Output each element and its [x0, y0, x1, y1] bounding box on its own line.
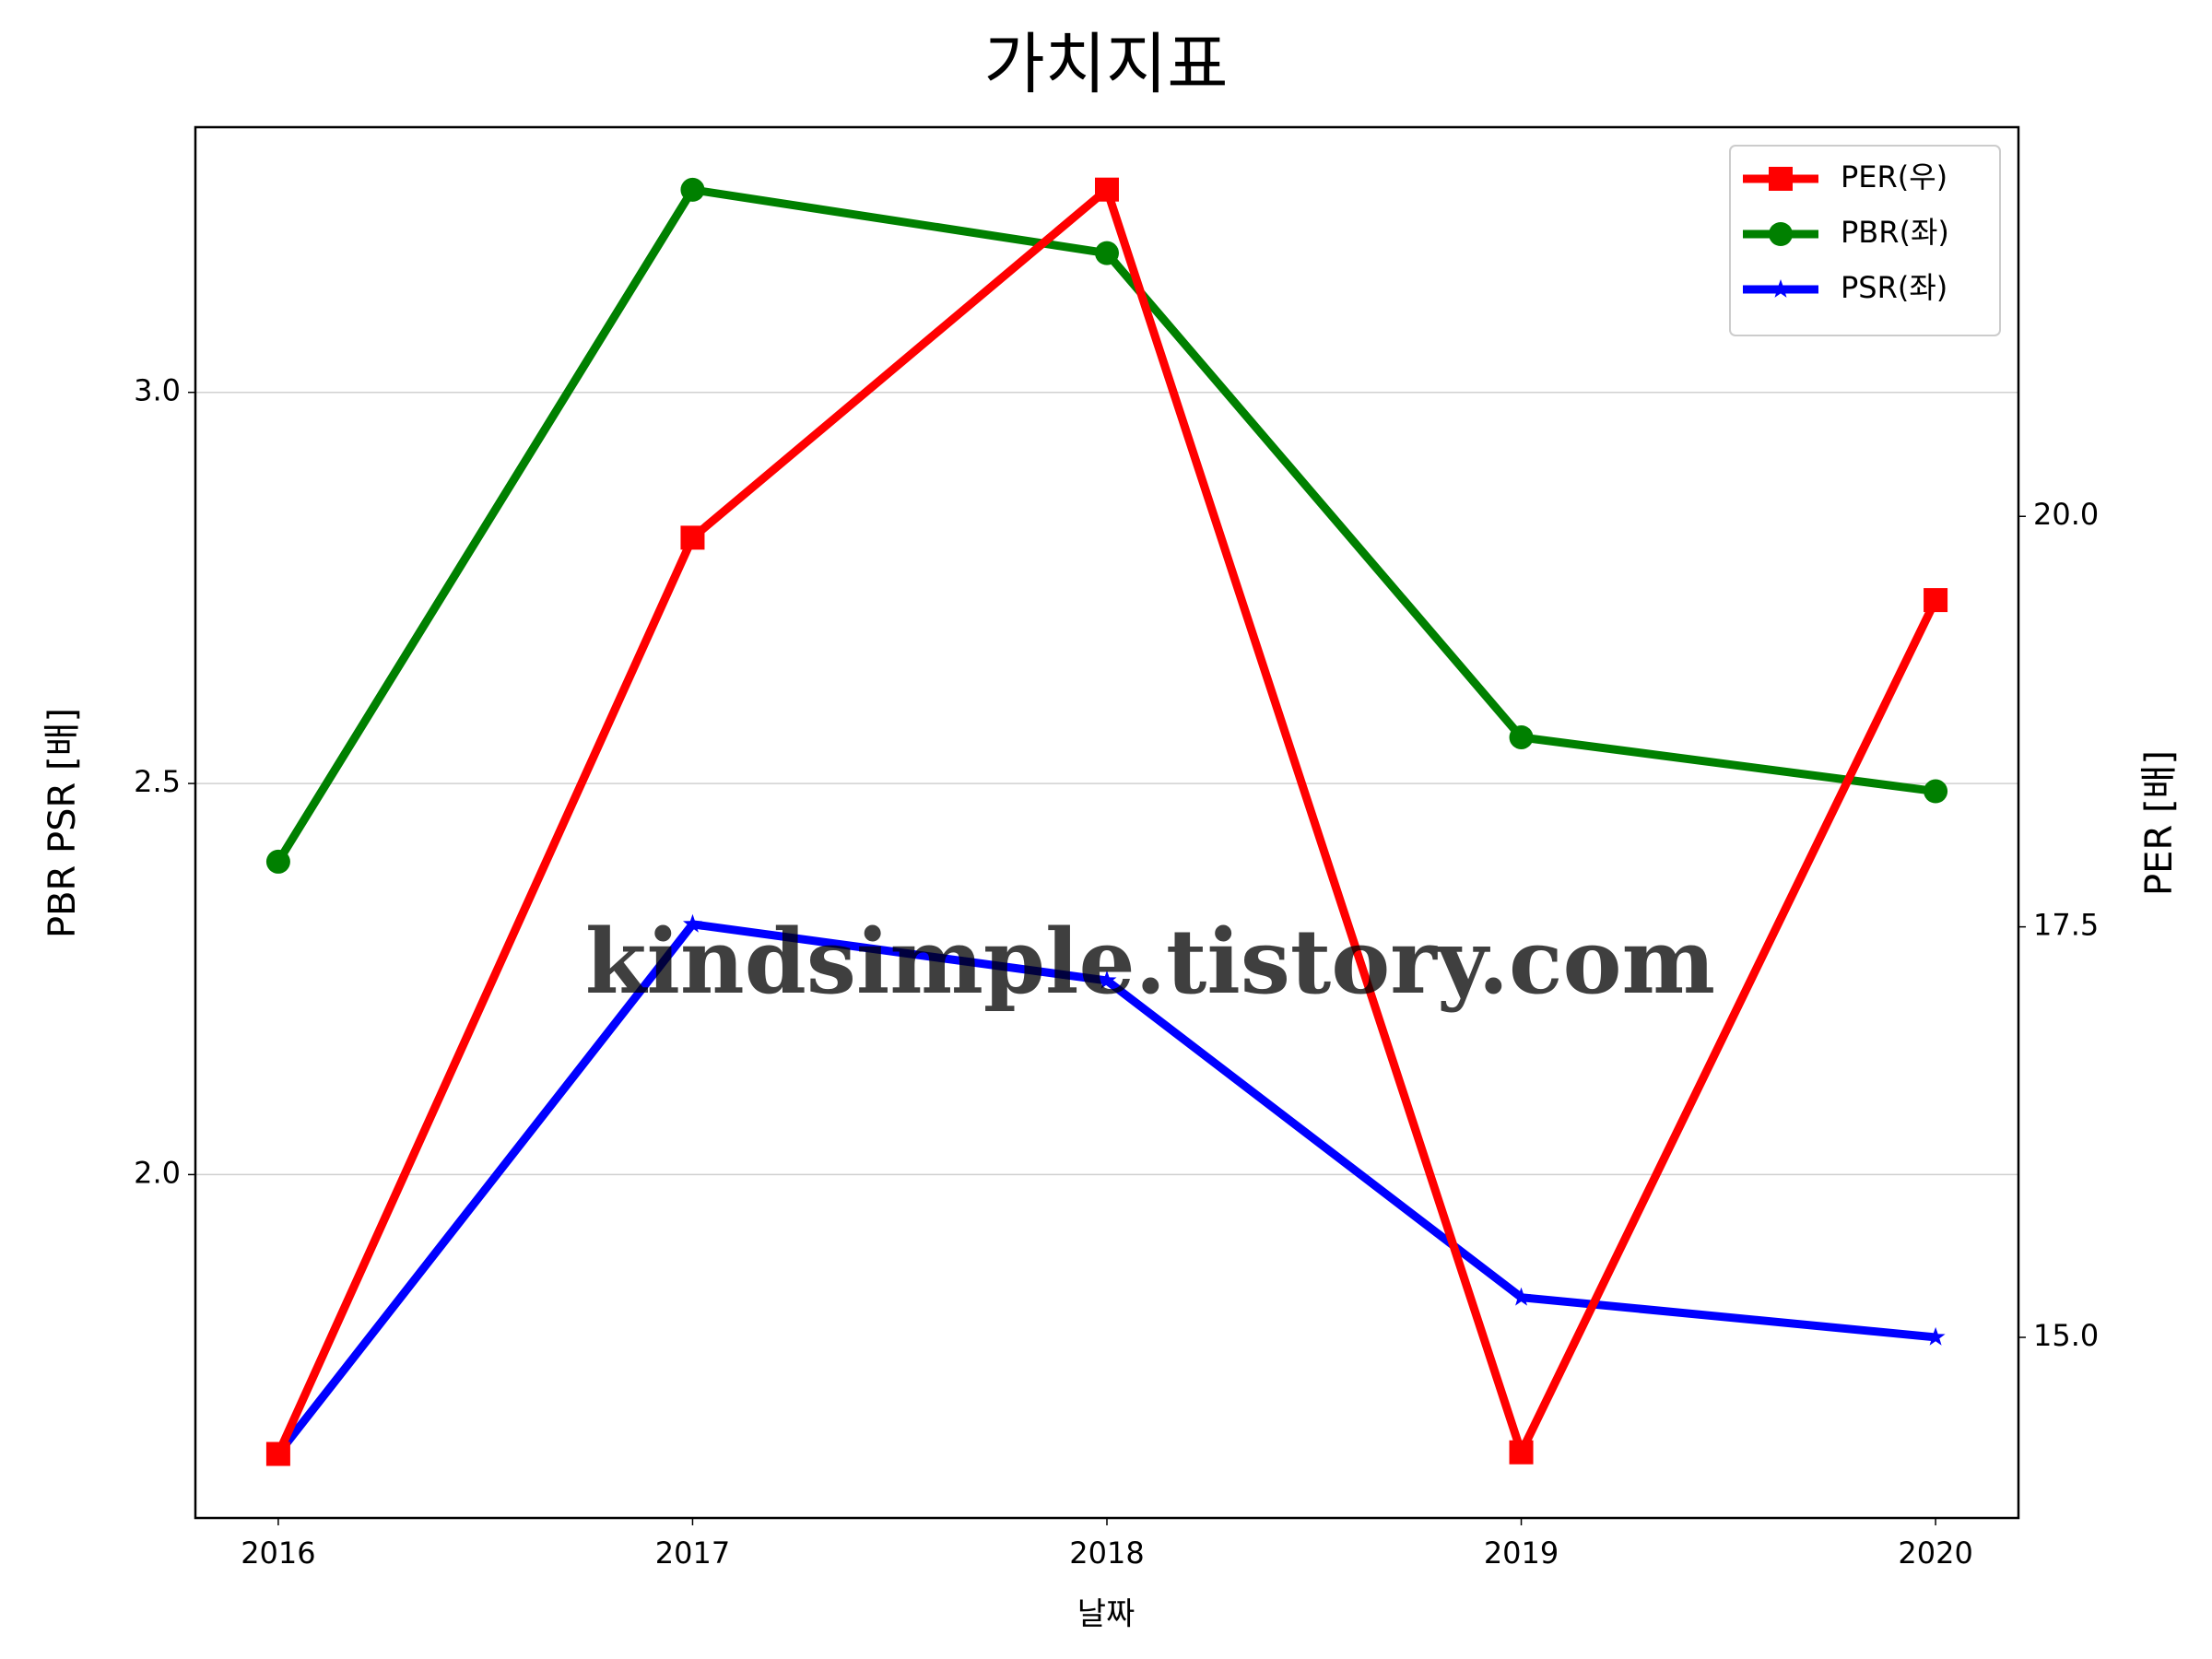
marker [1509, 1440, 1534, 1465]
legend-label: PSR(좌) [1841, 270, 1947, 305]
marker [265, 849, 290, 874]
y-axis-label: PBR PSR [배] [41, 708, 84, 938]
legend-label: PBR(좌) [1841, 215, 1949, 250]
y2-axis-label: PER [배] [2138, 750, 2181, 896]
x-tick-label: 2020 [1898, 1535, 1972, 1571]
marker [1925, 1326, 1946, 1346]
marker [680, 177, 705, 202]
marker [1512, 1287, 1531, 1306]
x-tick-label: 2017 [655, 1535, 730, 1571]
marker [1924, 779, 1948, 804]
legend-label: PER(우) [1841, 159, 1947, 194]
y2-tick-label: 17.5 [2033, 908, 2099, 943]
plot-frame [194, 125, 2020, 1520]
legend: PER(우) PBR(좌) PSR(좌) [1729, 145, 2001, 336]
marker [1924, 588, 1948, 613]
y-tick-label: 2.5 [134, 764, 181, 799]
y-tick-label: 2.0 [134, 1155, 181, 1190]
y-tick-label: 3.0 [134, 373, 181, 408]
x-tick-label: 2019 [1484, 1535, 1559, 1571]
marker [1509, 724, 1534, 749]
x-tick-label: 2018 [1069, 1535, 1144, 1571]
watermark: kindsimple.tistory.com [585, 910, 1715, 1014]
x-tick-label: 2016 [241, 1535, 315, 1571]
y2-tick-label: 20.0 [2033, 497, 2099, 532]
legend-marker [1769, 167, 1793, 191]
line [275, 185, 1936, 865]
marker [1095, 177, 1119, 202]
marker [683, 913, 702, 933]
chart-title: 가치지표 [984, 26, 1229, 103]
marker [1095, 241, 1119, 265]
y2-tick-label: 15.0 [2033, 1318, 2099, 1353]
x-axis-label: 날짜 [1077, 1596, 1135, 1633]
marker [265, 1441, 290, 1466]
legend-marker [1769, 222, 1793, 246]
marker [1097, 970, 1117, 989]
legend-marker [1771, 279, 1791, 298]
marker [680, 525, 705, 550]
line [274, 185, 1940, 1457]
